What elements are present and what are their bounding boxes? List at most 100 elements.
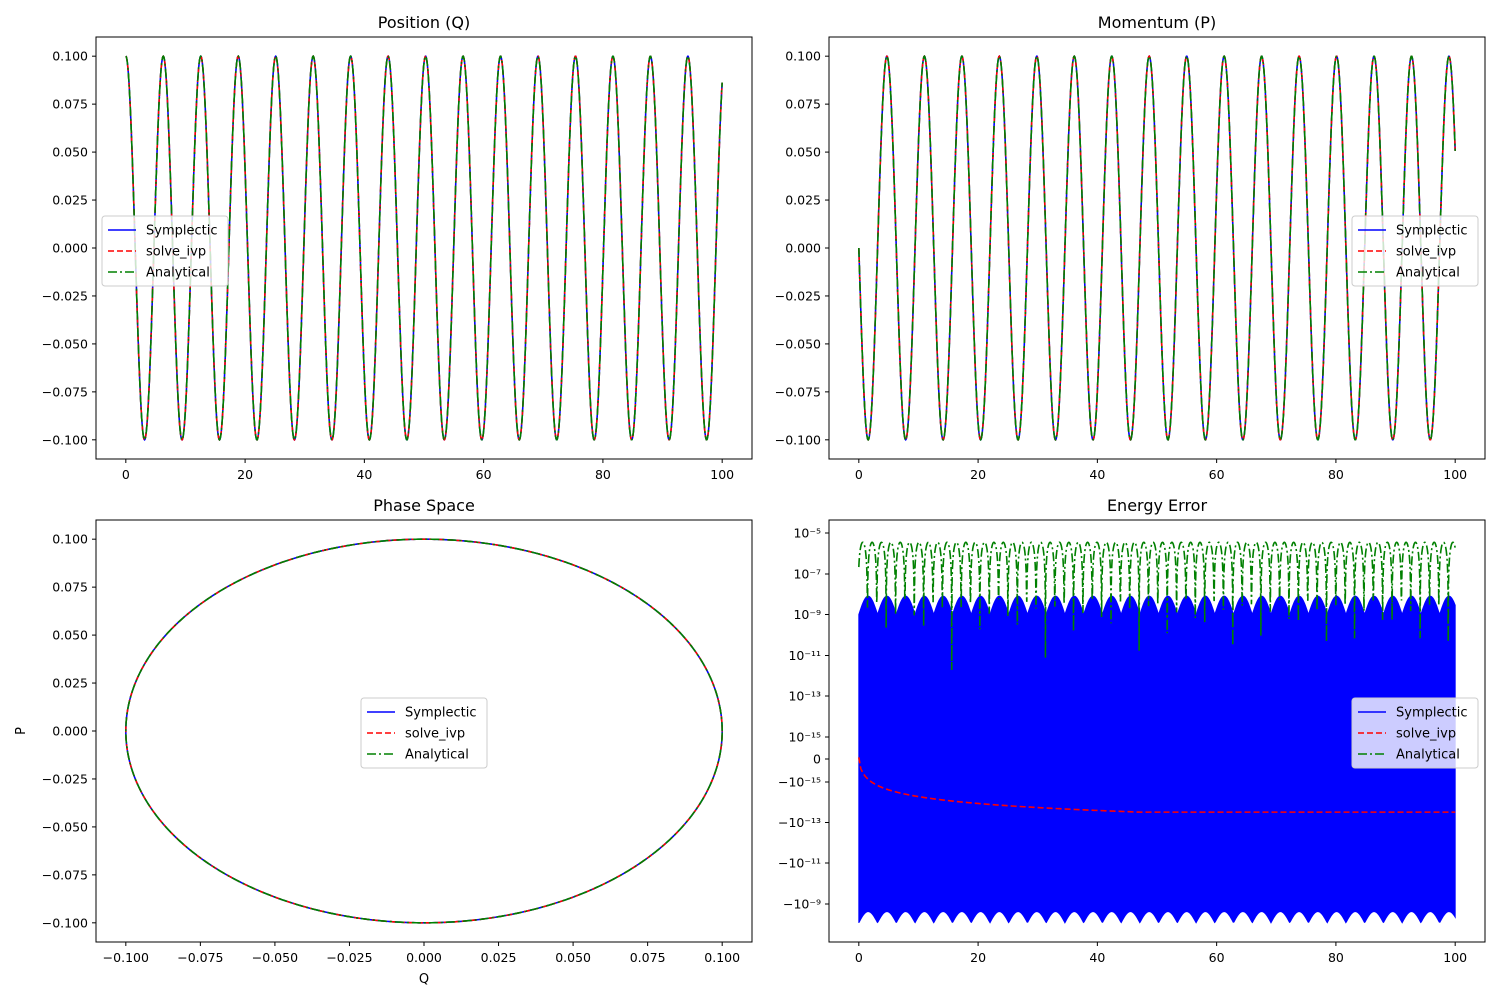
- chart-title: Energy Error: [1107, 496, 1208, 515]
- x-tick-label: −0.050: [252, 950, 298, 965]
- y-tick-label: 10⁻¹³: [788, 689, 821, 704]
- y-tick-label: 0.100: [52, 532, 88, 547]
- energy-plot: [858, 541, 1456, 924]
- legend: Symplectic solve_ivp Analytical: [360, 697, 488, 769]
- x-tick-label: 100: [1443, 950, 1467, 965]
- subplot-momentum: Momentum (P) 0 20 40 60 80 100 0.100 0.075 0.050…: [775, 13, 1486, 482]
- series-line-Symplectic: [858, 595, 1456, 924]
- x-tick-label: 40: [1089, 950, 1105, 965]
- legend: Symplectic solve_ivp Analytical: [101, 215, 229, 287]
- x-tick-label: 40: [1089, 467, 1105, 482]
- x-tick-label: 0.050: [555, 950, 591, 965]
- y-tick-label: 0: [813, 752, 821, 767]
- series-line-solve_ivp: [858, 757, 1456, 813]
- y-tick-label: −0.025: [775, 288, 821, 303]
- chart-title: Phase Space: [373, 496, 475, 515]
- legend-label: Analytical: [1396, 266, 1460, 281]
- y-tick-label: −0.075: [42, 384, 88, 399]
- y-tick-label: −0.050: [775, 336, 821, 351]
- y-tick-label: −0.050: [42, 819, 88, 834]
- y-tick-label: 0.075: [52, 580, 88, 595]
- legend-label: solve_ivp: [1396, 245, 1456, 260]
- axes-frame: [828, 519, 1486, 943]
- y-tick-label: 0.000: [52, 724, 88, 739]
- y-tick-label: 10⁻¹¹: [788, 648, 821, 663]
- x-tick-label: 0.000: [406, 950, 442, 965]
- legend-label: Analytical: [405, 748, 469, 763]
- x-tick-label: 60: [476, 467, 492, 482]
- legend-label: Analytical: [146, 266, 210, 281]
- series-line-Analytical: [858, 54, 1456, 442]
- legend-label: Symplectic: [1396, 224, 1467, 239]
- chart-title: Position (Q): [378, 13, 470, 32]
- y-tick-label: −0.075: [42, 867, 88, 882]
- x-tick-label: 60: [1209, 467, 1225, 482]
- x-tick-label: 0.025: [481, 950, 517, 965]
- legend-label: Analytical: [1396, 748, 1460, 763]
- y-tick-label: −0.050: [42, 336, 88, 351]
- legend: Symplectic solve_ivp Analytical: [1351, 697, 1479, 769]
- legend-label: Symplectic: [1396, 706, 1467, 721]
- subplot-phase-space: Phase Space Q P −0.100 −0.075 −0.050 −0.025…: [14, 496, 753, 987]
- legend: Symplectic solve_ivp Analytical: [1351, 215, 1479, 287]
- x-tick-label: 80: [1328, 950, 1344, 965]
- x-tick-label: 100: [1443, 467, 1467, 482]
- y-tick-label: −10⁻⁹: [783, 897, 821, 912]
- series-line-Analytical: [125, 538, 723, 924]
- legend-label: solve_ivp: [405, 727, 465, 742]
- legend-frame: [1351, 697, 1479, 769]
- x-tick-label: 20: [970, 467, 986, 482]
- x-tick-label: 0.075: [630, 950, 666, 965]
- x-tick-label: 60: [1209, 950, 1225, 965]
- series-line-Analytical: [858, 541, 1456, 671]
- y-tick-label: 0.050: [52, 628, 88, 643]
- legend-label: Symplectic: [146, 224, 217, 239]
- chart-title: Momentum (P): [1098, 13, 1216, 32]
- y-tick-label: 0.050: [52, 145, 88, 160]
- y-tick-label: 0.025: [52, 676, 88, 691]
- y-tick-label: 10⁻¹⁵: [788, 730, 821, 745]
- x-tick-label: 0: [855, 950, 863, 965]
- y-tick-label: 10⁻⁹: [793, 607, 821, 622]
- series-line-Analytical: [125, 54, 723, 442]
- legend-frame: [101, 215, 229, 287]
- y-tick-label: −0.075: [775, 384, 821, 399]
- y-tick-label: 0.100: [52, 49, 88, 64]
- legend-label: Symplectic: [405, 706, 476, 721]
- x-axis-label: Q: [419, 972, 429, 987]
- y-tick-label: 0.025: [52, 193, 88, 208]
- legend-label: solve_ivp: [146, 245, 206, 260]
- x-tick-label: 0: [122, 467, 130, 482]
- x-tick-label: −0.075: [177, 950, 223, 965]
- x-tick-label: 0: [855, 467, 863, 482]
- y-tick-label: −0.100: [42, 915, 88, 930]
- y-tick-label: −0.025: [42, 771, 88, 786]
- y-tick-label: 0.000: [785, 241, 821, 256]
- y-tick-label: 10⁻⁷: [793, 567, 821, 582]
- x-tick-label: 20: [970, 950, 986, 965]
- y-tick-label: 0.050: [785, 145, 821, 160]
- x-tick-label: 40: [356, 467, 372, 482]
- subplot-position: Position (Q) 0 20 40 60 80 100 0.100 0.075 0.050…: [42, 13, 753, 482]
- y-tick-label: −10⁻¹⁵: [778, 775, 821, 790]
- y-tick-label: −0.100: [775, 432, 821, 447]
- y-tick-label: 10⁻⁵: [793, 526, 821, 541]
- x-tick-label: 20: [237, 467, 253, 482]
- x-tick-label: 100: [710, 467, 734, 482]
- y-tick-label: 0.075: [785, 97, 821, 112]
- x-tick-label: 80: [1328, 467, 1344, 482]
- y-tick-label: 0.000: [52, 241, 88, 256]
- x-tick-label: −0.025: [326, 950, 372, 965]
- y-tick-label: −0.025: [42, 288, 88, 303]
- y-tick-label: −0.100: [42, 432, 88, 447]
- y-axis-label: P: [14, 727, 29, 735]
- x-tick-label: −0.100: [103, 950, 149, 965]
- subplot-energy-error: Energy Error 0 20 40 60 80 100 10⁻⁵ 10⁻⁷ 10⁻⁹ 10⁻…: [778, 496, 1486, 965]
- x-tick-label: 0.100: [704, 950, 740, 965]
- y-tick-label: −10⁻¹¹: [778, 856, 821, 871]
- legend-label: solve_ivp: [1396, 727, 1456, 742]
- legend-frame: [360, 697, 488, 769]
- y-tick-label: 0.100: [785, 49, 821, 64]
- x-tick-label: 80: [595, 467, 611, 482]
